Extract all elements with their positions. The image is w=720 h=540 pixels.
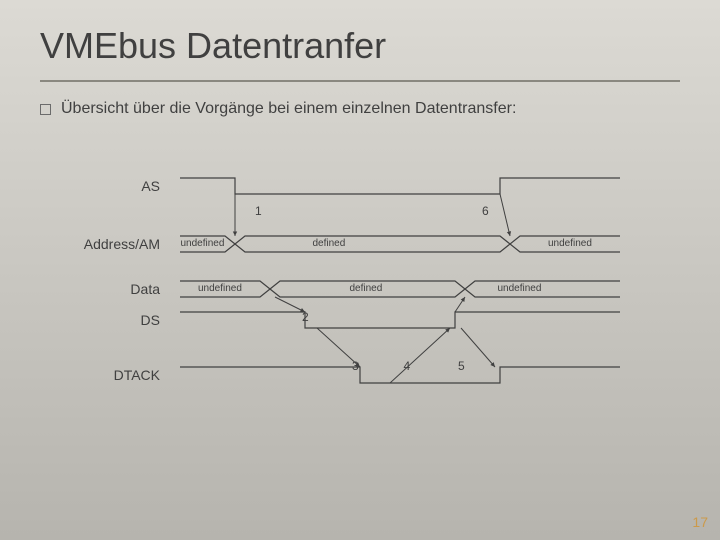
label-addr: Address/AM: [60, 236, 160, 252]
num-3: 3: [352, 359, 359, 373]
page-number: 17: [692, 514, 708, 530]
label-ds: DS: [60, 312, 160, 328]
slide-title: VMEbus Datentranfer: [40, 25, 386, 67]
addr-state-0: undefined: [181, 238, 225, 249]
timing-svg: [60, 160, 660, 440]
num-2: 2: [302, 310, 309, 324]
num-6: 6: [482, 204, 489, 218]
num-1: 1: [255, 204, 262, 218]
title-underline: [40, 80, 680, 82]
bullet-icon: [40, 104, 51, 115]
bullet-text: Übersicht über die Vorgänge bei einem ei…: [61, 100, 516, 118]
bullet-item: Übersicht über die Vorgänge bei einem ei…: [40, 100, 516, 118]
timing-diagram: AS Address/AM Data DS DTACK undefined de…: [60, 160, 660, 460]
addr-state-1: defined: [313, 238, 346, 249]
label-dtack: DTACK: [60, 367, 160, 383]
data-state-1: defined: [350, 283, 383, 294]
data-state-2: undefined: [498, 283, 542, 294]
num-5: 5: [458, 359, 465, 373]
label-as: AS: [60, 178, 160, 194]
label-data: Data: [60, 281, 160, 297]
num-4: 4: [404, 359, 411, 373]
data-state-0: undefined: [198, 283, 242, 294]
addr-state-2: undefined: [548, 238, 592, 249]
